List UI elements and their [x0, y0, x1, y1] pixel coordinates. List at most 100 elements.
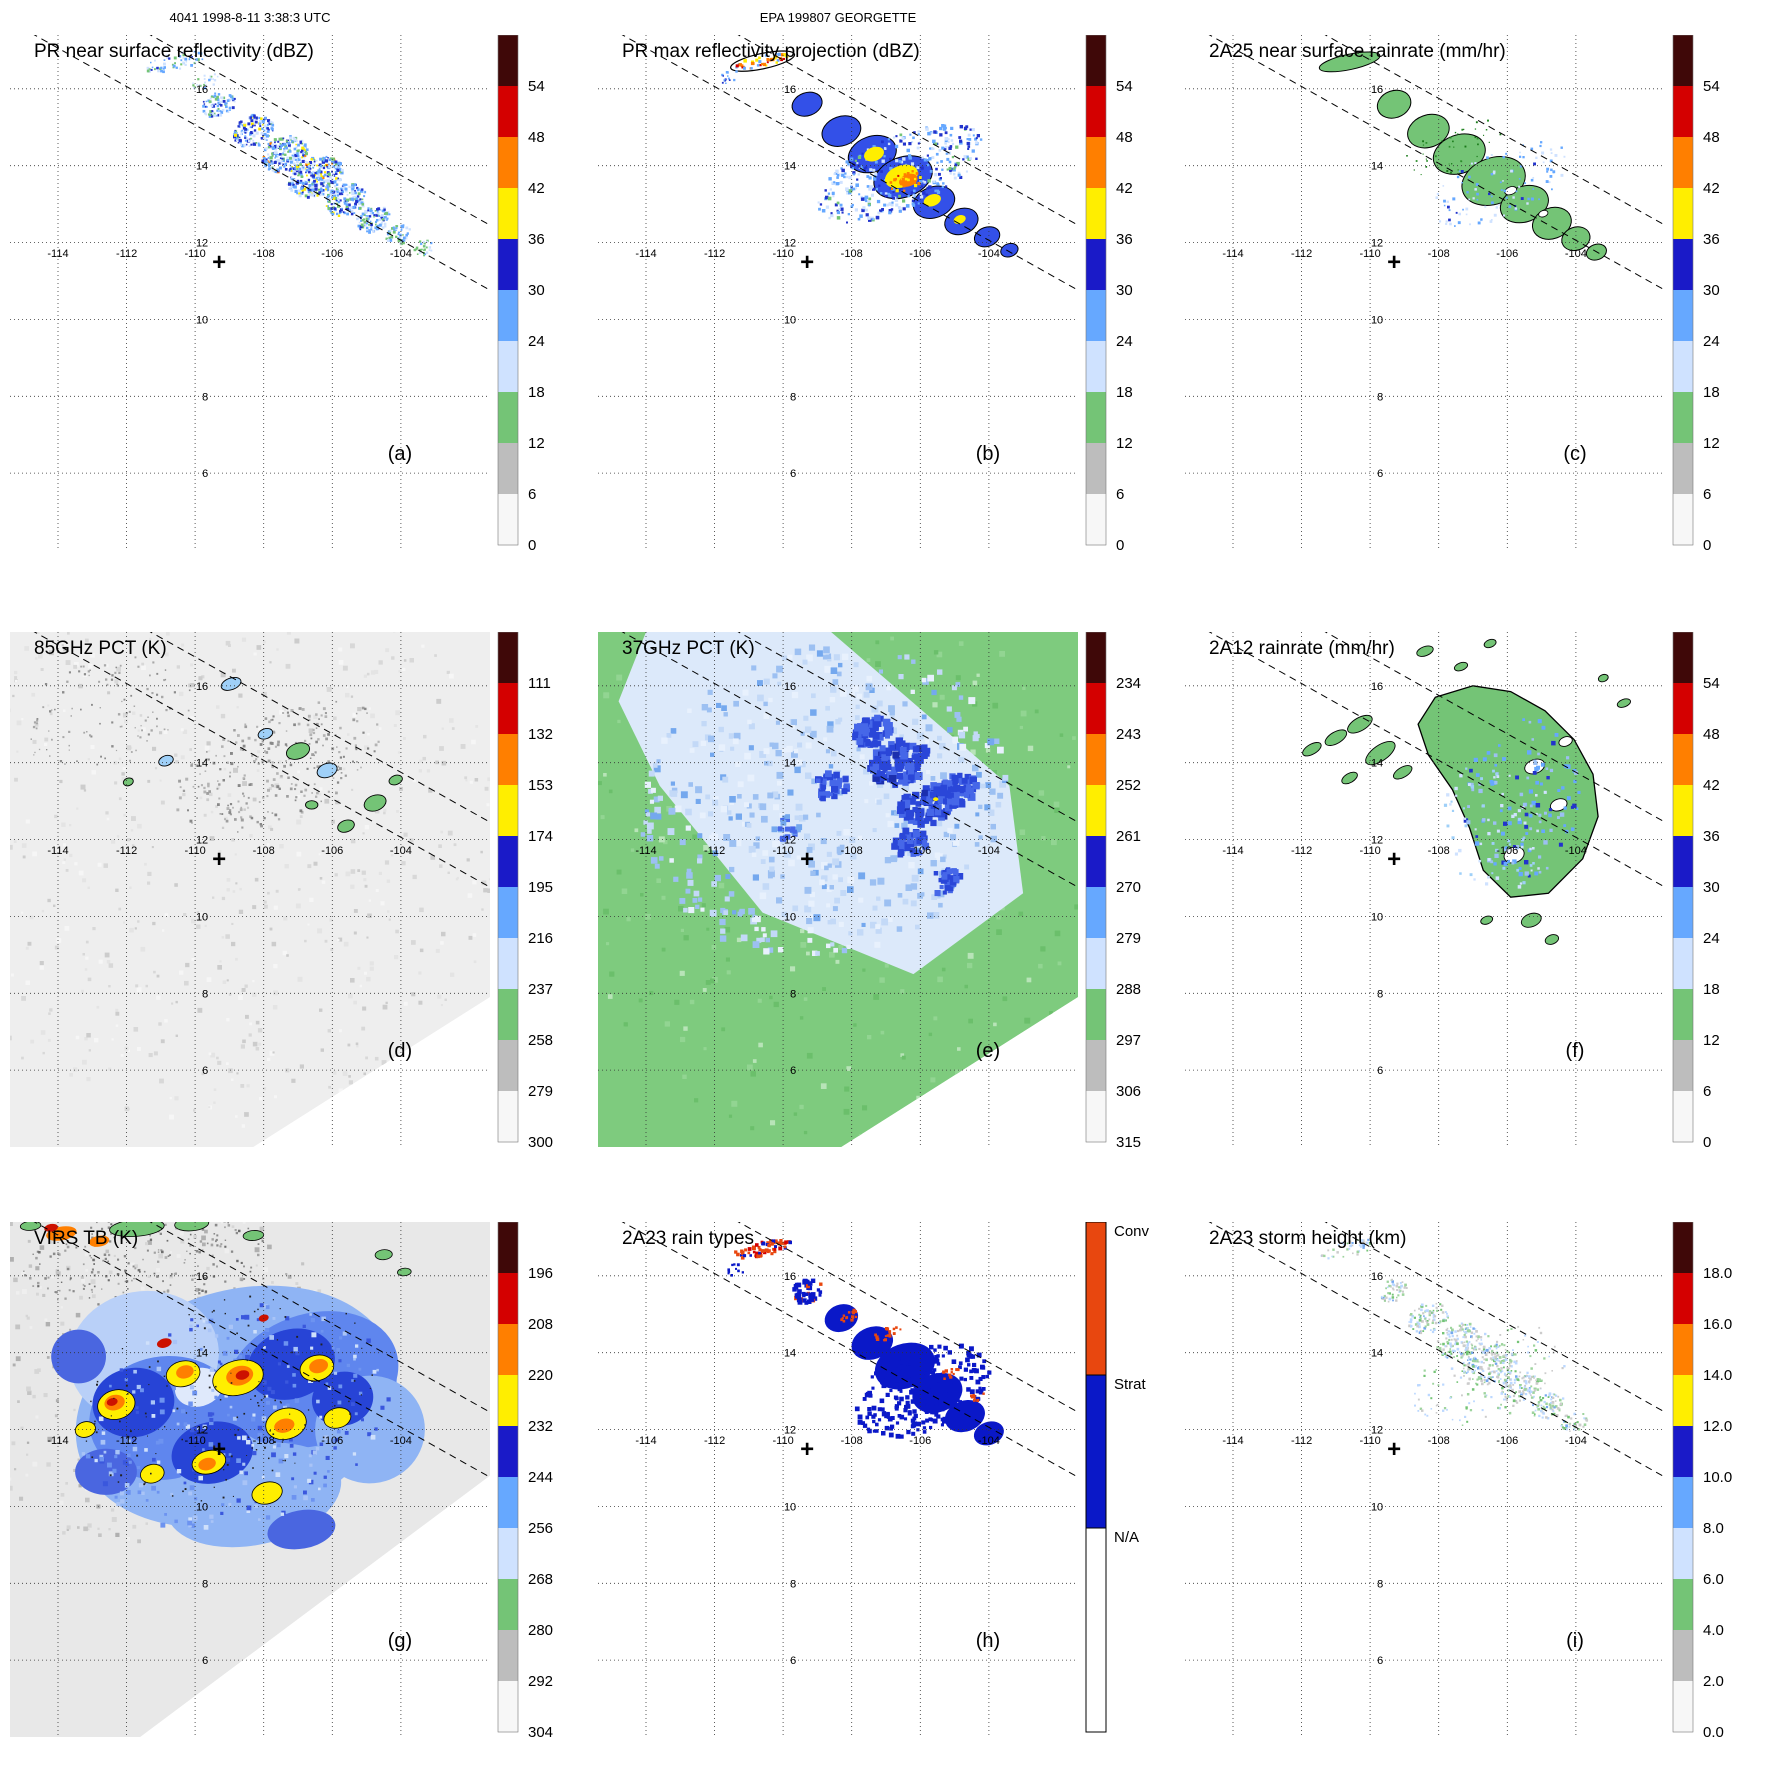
panel-c-data-field [1185, 35, 1665, 550]
panel-b-canvas: -114 -112 -110 -108 -106 -104 16 14 12 10 8 6 +54 48 4… [598, 34, 1133, 554]
colorbar-tick-label: 292 [528, 1673, 553, 1690]
lat-tick-label: 14 [196, 758, 208, 770]
colorbar-tick-label: 315 [1116, 1134, 1141, 1151]
lat-tick-label: 14 [1371, 758, 1383, 770]
panel-e-canvas: -114 -112 -110 -108 -106 -104 16 14 12 10 8 6 +234 24… [598, 631, 1141, 1151]
lon-tick-label: -112 [116, 1435, 137, 1447]
lon-tick-label: -114 [635, 845, 656, 857]
swath-edge-line [1324, 1222, 1665, 1413]
storm-label: EPA 199807 GEORGETTE [759, 10, 917, 25]
panel-a-canvas: -114 -112 -110 -108 -106 -104 16 14 12 10 8 6 +54 48 4… [10, 34, 545, 554]
colorbar-tick-label: 304 [528, 1724, 553, 1741]
lon-tick-label: -108 [841, 1435, 863, 1447]
lon-tick-label: -112 [1291, 1435, 1312, 1447]
lat-tick-label: 16 [196, 1271, 208, 1283]
panel-h-canvas: -114 -112 -110 -108 -106 -104 16 14 12 10 8 6 + Conv S… [598, 1221, 1150, 1737]
colorbar-tick-label: 14.0 [1703, 1367, 1732, 1384]
colorbar-tick-label: 268 [528, 1571, 553, 1588]
colorbar-category-label: Strat [1114, 1376, 1147, 1393]
lat-tick-label: 16 [784, 681, 796, 693]
panel-i-canvas: -114 -112 -110 -108 -106 -1041614121086+18.01… [1185, 1221, 1732, 1741]
colorbar-tick-label: 54 [528, 78, 545, 95]
lon-tick-label: -114 [47, 248, 68, 260]
lon-tick-label: -108 [841, 845, 863, 857]
lon-tick-label: -110 [184, 845, 205, 857]
lat-tick-label: 10 [784, 911, 796, 923]
swath-edge-line [33, 632, 490, 888]
lon-tick-label: -110 [1359, 1435, 1380, 1447]
lon-tick-label: -106 [321, 1435, 343, 1447]
colorbar-tick-label: 258 [528, 1032, 553, 1049]
lat-tick-label: 14 [1371, 1348, 1383, 1360]
lon-tick-label: -104 [1565, 248, 1587, 260]
colorbar-tick-label: 42 [1703, 777, 1720, 794]
colorbar-tick-label: 18.0 [1703, 1265, 1732, 1282]
lat-tick-label: 6 [1377, 468, 1383, 480]
panel-a-title: PR near surface reflectivity (dBZ) [34, 41, 314, 62]
lat-tick-label: 10 [196, 1501, 208, 1513]
colorbar-tick-label: 48 [1116, 129, 1133, 146]
lat-tick-label: 10 [196, 911, 208, 923]
colorbar-tick-label: 24 [1703, 930, 1720, 947]
lat-tick-label: 12 [196, 835, 208, 847]
colorbar-tick-label: 24 [528, 333, 545, 350]
colorbar-tick-label: 279 [1116, 930, 1141, 947]
colorbar-tick-label: 6 [1703, 486, 1711, 503]
panel-a: -114 -112 -110 -108 -106 -104 16 14 12 10 8 6 +54 48 4… [10, 34, 588, 583]
panel-a-colorbar: 54 48 42 36 30 24 18 12 6 0 [497, 34, 545, 554]
lat-tick-label: 8 [1377, 1578, 1383, 1590]
lat-tick-label: 6 [790, 1065, 796, 1077]
panel-e: -114 -112 -110 -108 -106 -104 16 14 12 10 8 6 +234 24… [598, 631, 1176, 1180]
swath-edge-line [1208, 632, 1665, 888]
lon-tick-label: -106 [1496, 845, 1518, 857]
storm-center-marker: + [212, 249, 226, 276]
lon-tick-label: -112 [704, 845, 725, 857]
lat-tick-label: 12 [1371, 238, 1383, 250]
storm-center-marker: + [800, 846, 814, 873]
lat-tick-label: 12 [784, 835, 796, 847]
lat-tick-label: 12 [1371, 835, 1383, 847]
colorbar-tick-label: 196 [528, 1265, 553, 1282]
colorbar-tick-label: 244 [528, 1469, 553, 1486]
lon-tick-label: -104 [978, 845, 1000, 857]
map-grid [598, 1222, 1078, 1737]
colorbar-tick-label: 36 [528, 231, 545, 248]
lat-tick-label: 16 [784, 1271, 796, 1283]
colorbar-tick-label: 12.0 [1703, 1418, 1732, 1435]
panel-a-data-field [10, 35, 490, 550]
panel-h-title: 2A23 rain types [622, 1228, 755, 1249]
panel-d-letter: (d) [387, 1040, 413, 1062]
lat-tick-label: 14 [196, 161, 208, 173]
lat-tick-label: 16 [784, 84, 796, 96]
swath-edge-line [149, 632, 490, 823]
lon-tick-label: -108 [253, 1435, 275, 1447]
lon-tick-label: -114 [47, 845, 68, 857]
lon-tick-label: -114 [1222, 1435, 1243, 1447]
colorbar-tick-label: 4.0 [1703, 1622, 1724, 1639]
colorbar-tick-label: 18 [1703, 981, 1720, 998]
lat-tick-label: 14 [784, 1348, 796, 1360]
colorbar-tick-label: 10.0 [1703, 1469, 1732, 1486]
swath-edge-line [149, 1222, 490, 1413]
storm-center-marker: + [800, 249, 814, 276]
colorbar-tick-label: 30 [1116, 282, 1133, 299]
lon-tick-label: -110 [184, 248, 205, 260]
panel-g-colorbar: 196 208 220 232 244 256 268 280 292 304 [497, 1221, 553, 1741]
panel-i-data-field [1185, 1222, 1665, 1737]
lat-tick-label: 12 [196, 1425, 208, 1437]
colorbar-tick-label: 36 [1703, 231, 1720, 248]
lat-tick-label: 12 [1371, 1425, 1383, 1437]
panel-g-title: VIRS TB (K) [34, 1228, 139, 1249]
lon-tick-label: -106 [909, 1435, 931, 1447]
colorbar-tick-label: 12 [1703, 435, 1720, 452]
panel-c-colorbar: 54 48 42 36 30 24 18 12 6 0 [1672, 34, 1720, 554]
lon-tick-label: -112 [704, 248, 725, 260]
lat-tick-label: 14 [784, 161, 796, 173]
lat-tick-label: 14 [784, 758, 796, 770]
panel-d: -114 -112 -110 -108 -106 -104 16 14 12 10 8 6 +111 13… [10, 631, 588, 1180]
lon-tick-label: -106 [321, 248, 343, 260]
colorbar-tick-label: 54 [1703, 675, 1720, 692]
swath-edge-line [1208, 35, 1665, 291]
lon-tick-label: -110 [772, 845, 793, 857]
panel-g-letter: (g) [387, 1630, 413, 1652]
